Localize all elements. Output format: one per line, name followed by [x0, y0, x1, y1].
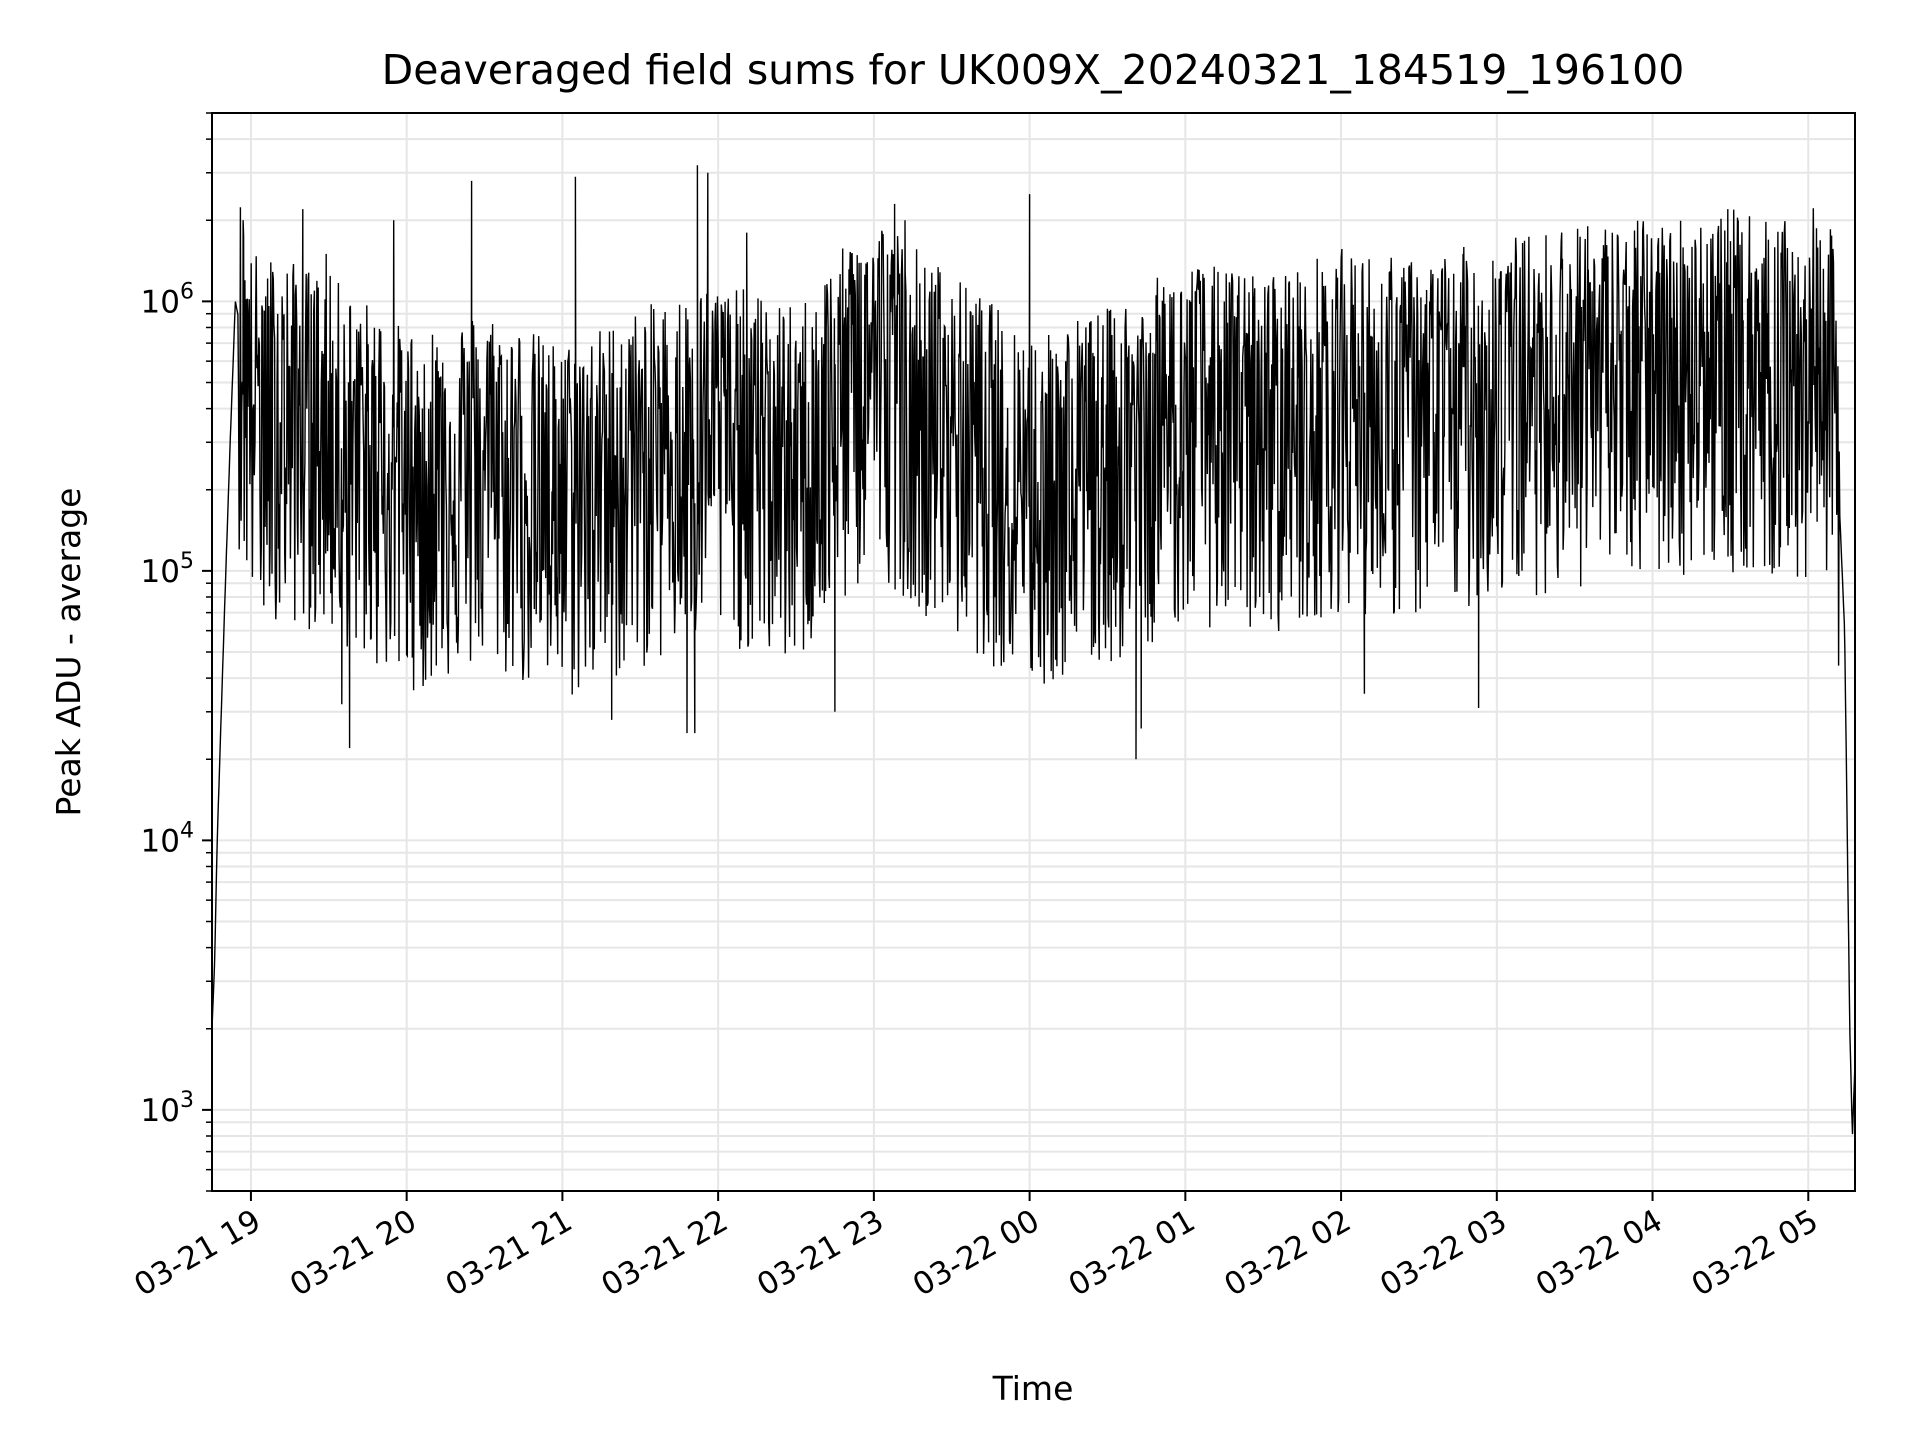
- y-axis-label: Peak ADU - average: [49, 488, 88, 817]
- chart-title: Deaveraged field sums for UK009X_2024032…: [382, 46, 1685, 94]
- series-layer: [212, 165, 1855, 1135]
- y-tick-label: 103: [141, 1088, 194, 1129]
- series-line: [212, 165, 1855, 1135]
- y-tick-label: 106: [141, 279, 194, 320]
- y-axis: 103 104 105 106: [141, 112, 212, 1192]
- y-tick-label: 105: [141, 549, 194, 590]
- x-axis-label: Time: [992, 1369, 1074, 1408]
- y-tick-label: 104: [141, 818, 194, 859]
- grid: [212, 112, 1855, 1192]
